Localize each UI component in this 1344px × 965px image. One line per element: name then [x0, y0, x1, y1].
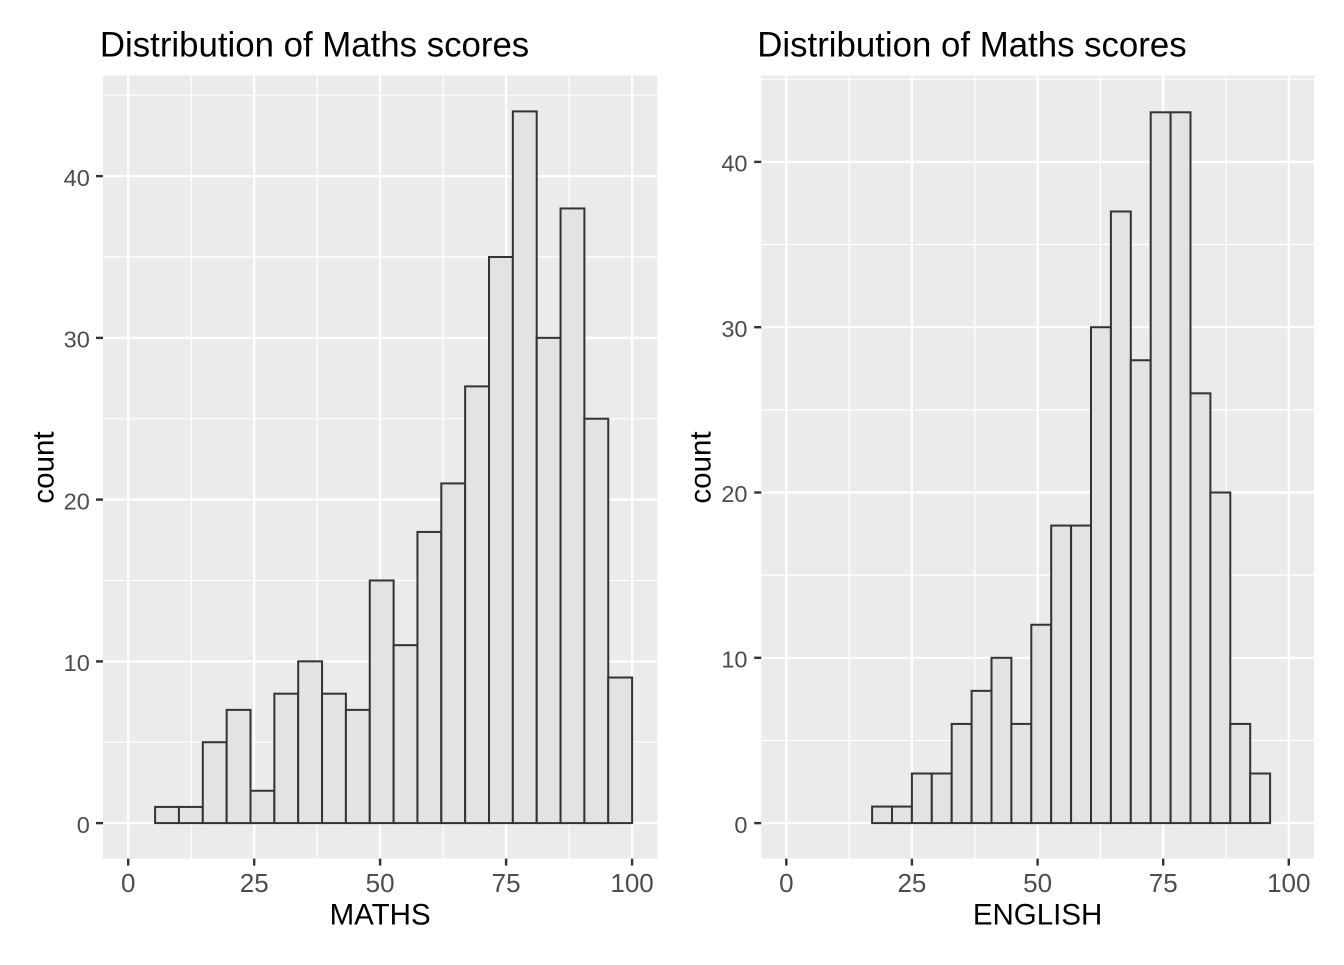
svg-text:count: count — [28, 431, 61, 503]
svg-text:MATHS: MATHS — [330, 899, 431, 932]
svg-text:10: 10 — [64, 650, 90, 676]
svg-text:0: 0 — [734, 812, 747, 838]
svg-text:75: 75 — [1149, 868, 1178, 898]
svg-text:100: 100 — [610, 868, 653, 898]
svg-text:25: 25 — [897, 868, 926, 898]
svg-text:count: count — [685, 431, 718, 503]
svg-text:0: 0 — [77, 812, 90, 838]
svg-text:40: 40 — [721, 151, 747, 177]
svg-text:100: 100 — [1267, 868, 1310, 898]
svg-text:20: 20 — [721, 481, 747, 507]
svg-text:30: 30 — [721, 316, 747, 342]
svg-text:50: 50 — [366, 868, 395, 898]
svg-text:Distribution of Maths scores: Distribution of Maths scores — [100, 26, 529, 65]
svg-text:50: 50 — [1023, 868, 1052, 898]
svg-text:0: 0 — [779, 868, 793, 898]
svg-text:40: 40 — [64, 165, 90, 191]
svg-text:0: 0 — [121, 868, 135, 898]
svg-text:10: 10 — [721, 647, 747, 673]
svg-text:75: 75 — [492, 868, 521, 898]
svg-text:ENGLISH: ENGLISH — [973, 899, 1103, 932]
svg-text:30: 30 — [64, 327, 90, 353]
svg-text:Distribution of Maths scores: Distribution of Maths scores — [757, 26, 1186, 65]
svg-text:20: 20 — [64, 488, 90, 514]
svg-text:25: 25 — [240, 868, 269, 898]
